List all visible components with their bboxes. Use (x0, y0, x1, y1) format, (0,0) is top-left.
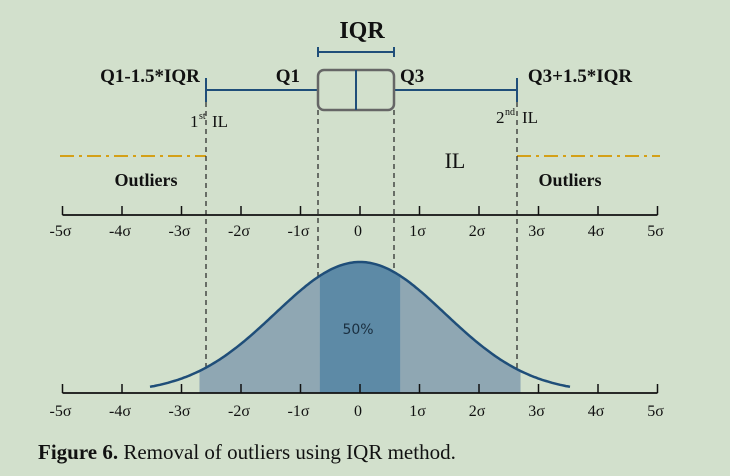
axis-tick-label: -1σ (288, 223, 310, 240)
axis-tick-label: -5σ (50, 403, 72, 420)
axis-tick-label: -2σ (228, 403, 250, 420)
svg-text:nd: nd (505, 107, 515, 118)
q1-label: Q1 (276, 66, 300, 87)
normal-curve (149, 260, 571, 389)
box-plot (205, 68, 518, 112)
iqr-diagram-svg: IQR Q1-1.5*IQR Q1 Q3 Q3+1.5*IQR 1 st IL … (50, 18, 665, 420)
axis-tick-label: 1σ (409, 403, 426, 420)
il-label: IL (445, 148, 466, 173)
figure-caption-prefix: Figure 6. (38, 440, 119, 464)
axis-tick-label: -3σ (169, 403, 191, 420)
sigma-axis-top: -5σ -4σ -3σ -2σ -1σ 0 1σ 2σ 3σ 4σ 5σ (50, 206, 664, 240)
second-il-label: 2 nd IL (496, 107, 538, 127)
first-il-label: 1 st IL (190, 111, 228, 131)
svg-text:1: 1 (190, 112, 199, 131)
upper-fence-label: Q3+1.5*IQR (528, 66, 633, 87)
figure-caption-text: Removal of outliers using IQR method. (123, 440, 456, 464)
axis-tick-label: 2σ (469, 403, 486, 420)
svg-text:IL: IL (522, 108, 538, 127)
svg-text:2: 2 (496, 108, 505, 127)
sigma-axis-bottom: -5σ -4σ -3σ -2σ -1σ 0 1σ 2σ 3σ 4σ 5σ (50, 384, 664, 420)
axis-tick-label: -4σ (109, 403, 131, 420)
iqr-label: IQR (339, 18, 385, 44)
axis-tick-label: 4σ (588, 223, 605, 240)
figure-caption: Figure 6. Removal of outliers using IQR … (38, 440, 456, 465)
axis-tick-label: 4σ (588, 403, 605, 420)
outliers-label-left: Outliers (115, 170, 178, 190)
axis-tick-label: 5σ (647, 223, 664, 240)
iqr-bracket (317, 47, 395, 57)
axis-tick-label: 0 (354, 223, 362, 240)
lower-fence-label: Q1-1.5*IQR (100, 66, 200, 87)
axis-tick-label: -3σ (169, 223, 191, 240)
axis-tick-label: -1σ (288, 403, 310, 420)
axis-tick-label: 3σ (528, 223, 545, 240)
axis-tick-label: -4σ (109, 223, 131, 240)
iqr-area (319, 262, 401, 393)
fifty-percent-label: 50% (342, 322, 373, 338)
axis-tick-label: -2σ (228, 223, 250, 240)
outliers-label-right: Outliers (539, 170, 602, 190)
svg-text:IL: IL (212, 112, 228, 131)
svg-text:st: st (199, 111, 206, 122)
q3-label: Q3 (400, 66, 424, 87)
axis-tick-label: -5σ (50, 223, 72, 240)
axis-tick-label: 5σ (647, 403, 664, 420)
axis-tick-label: 3σ (528, 403, 545, 420)
axis-tick-label: 1σ (409, 223, 426, 240)
axis-tick-label: 2σ (469, 223, 486, 240)
axis-tick-label: 0 (354, 403, 362, 420)
